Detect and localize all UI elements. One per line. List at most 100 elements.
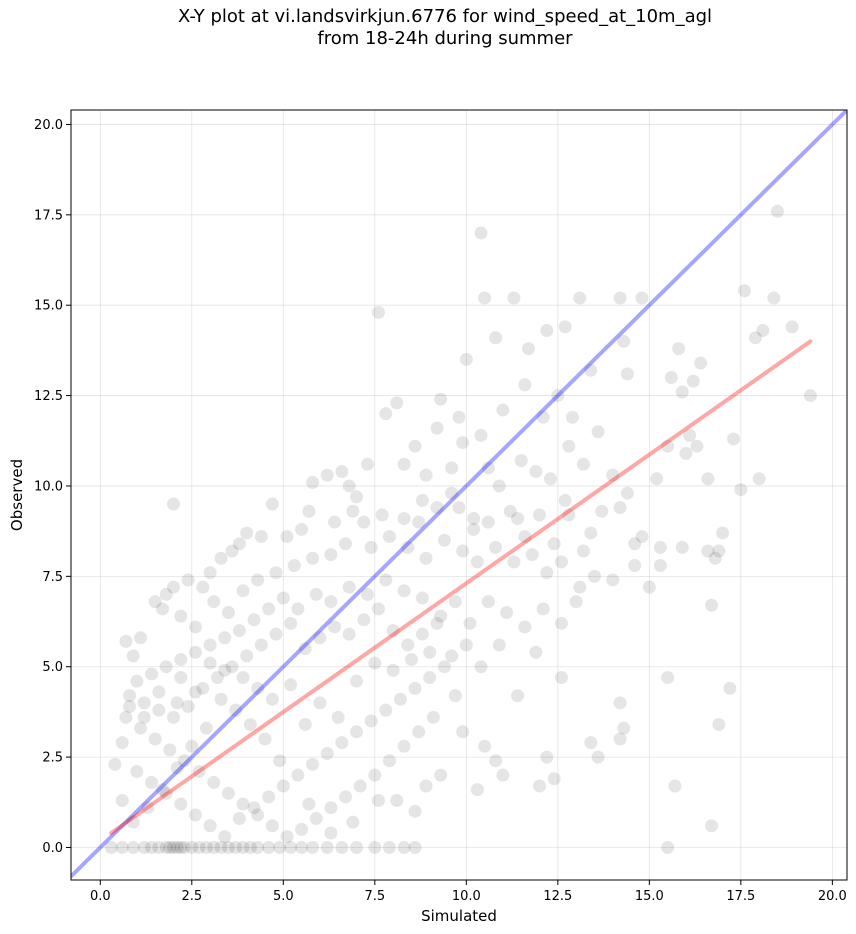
data-point	[404, 652, 418, 666]
data-point	[221, 605, 235, 619]
data-point	[397, 739, 411, 753]
chart-title: X-Y plot at vi.landsvirkjun.6776 for win…	[0, 6, 856, 50]
data-point	[350, 840, 364, 854]
data-point	[489, 331, 503, 345]
data-point	[342, 627, 356, 641]
data-point	[382, 530, 396, 544]
axis-ticks: 0.0 2.5 5.0 7.5 10.0 12.5 15.0 17.5 20.0 0.0 2.5 5.…	[34, 118, 847, 904]
data-point	[174, 797, 188, 811]
data-point	[254, 638, 268, 652]
data-point	[540, 750, 554, 764]
data-point	[342, 580, 356, 594]
data-point	[536, 602, 550, 616]
data-point	[584, 526, 598, 540]
data-point	[390, 793, 404, 807]
data-point	[236, 584, 250, 598]
data-point	[262, 602, 276, 616]
data-point	[199, 721, 213, 735]
data-point	[533, 508, 547, 522]
data-point	[280, 830, 294, 844]
data-point	[474, 660, 488, 674]
data-point	[353, 779, 367, 793]
data-point	[276, 591, 290, 605]
data-point	[368, 656, 382, 670]
data-point	[265, 692, 279, 706]
data-point	[518, 530, 532, 544]
data-point	[207, 840, 221, 854]
data-point	[419, 551, 433, 565]
data-point	[159, 840, 173, 854]
data-point	[119, 634, 133, 648]
data-point	[218, 830, 232, 844]
data-point	[134, 631, 148, 645]
data-point	[419, 779, 433, 793]
data-point	[152, 703, 166, 717]
data-point	[203, 656, 217, 670]
data-point	[397, 511, 411, 525]
data-point	[401, 638, 415, 652]
data-point	[500, 605, 514, 619]
data-point	[269, 566, 283, 580]
data-point	[708, 551, 722, 565]
data-point	[145, 775, 159, 789]
data-point	[785, 320, 799, 334]
plot-frame	[70, 109, 848, 881]
data-point	[360, 587, 374, 601]
data-point	[393, 692, 407, 706]
data-point	[313, 631, 327, 645]
data-point	[265, 819, 279, 833]
data-point	[675, 385, 689, 399]
data-point	[166, 497, 180, 511]
x-tick-label: 5.0	[273, 889, 294, 904]
data-point	[562, 439, 576, 453]
data-point	[243, 718, 257, 732]
data-point	[661, 840, 675, 854]
data-point	[386, 663, 400, 677]
data-point	[492, 638, 506, 652]
data-point	[430, 421, 444, 435]
data-point	[408, 681, 422, 695]
fit-line	[109, 339, 813, 836]
data-point	[309, 587, 323, 601]
data-point	[470, 555, 484, 569]
data-point	[686, 374, 700, 388]
data-point	[653, 540, 667, 554]
data-point	[203, 819, 217, 833]
data-point	[606, 573, 620, 587]
data-point	[291, 768, 305, 782]
data-point	[364, 540, 378, 554]
data-point	[456, 436, 470, 450]
data-point	[287, 558, 301, 572]
y-axis-label: Observed	[8, 459, 26, 531]
data-point	[320, 746, 334, 760]
data-point	[415, 493, 429, 507]
data-point	[163, 840, 177, 854]
data-point	[445, 461, 459, 475]
data-point	[251, 840, 265, 854]
data-point	[529, 645, 543, 659]
data-point	[606, 468, 620, 482]
data-point	[130, 765, 144, 779]
data-point	[170, 840, 184, 854]
data-point	[324, 548, 338, 562]
data-point	[522, 342, 536, 356]
data-point	[767, 291, 781, 305]
data-point	[298, 642, 312, 656]
data-point	[617, 334, 631, 348]
data-point	[459, 352, 473, 366]
data-point	[236, 840, 250, 854]
data-point	[675, 540, 689, 554]
data-point	[328, 620, 342, 634]
data-point	[664, 371, 678, 385]
data-point	[137, 840, 151, 854]
data-point	[690, 439, 704, 453]
data-point	[445, 649, 459, 663]
data-point	[126, 840, 140, 854]
data-point	[284, 840, 298, 854]
data-point	[181, 573, 195, 587]
data-point	[368, 768, 382, 782]
data-point	[379, 573, 393, 587]
data-point	[298, 718, 312, 732]
data-point	[558, 320, 572, 334]
data-point	[276, 779, 290, 793]
